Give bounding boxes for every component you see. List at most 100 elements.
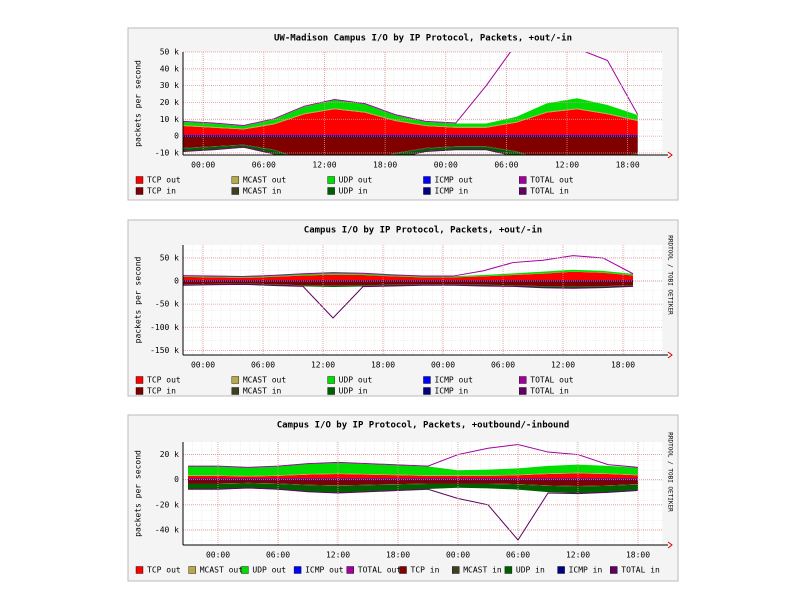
area [183, 144, 638, 155]
legend-swatch [135, 376, 144, 384]
area [183, 269, 633, 278]
legend-label: ICMP out [434, 376, 473, 385]
legend-label: UDP in [339, 187, 368, 196]
x-tick-label: 06:00 [266, 551, 290, 560]
area [183, 109, 638, 137]
legend-swatch [231, 187, 240, 195]
y-axis-label: packets per second [134, 60, 143, 147]
legend-swatch [135, 187, 144, 195]
legend-label: TOTAL out [530, 376, 574, 385]
legend-swatch [135, 566, 144, 574]
legend-swatch [423, 376, 431, 384]
x-tick-label: 18:00 [616, 161, 640, 170]
legend-label: UDP in [339, 387, 368, 396]
x-tick-label: 18:00 [373, 161, 397, 170]
x-tick-label: 00:00 [446, 551, 470, 560]
legend-swatch [231, 176, 240, 184]
chart-title: Campus I/O by IP Protocol, Packets, +out… [304, 225, 542, 236]
legend-label: ICMP out [305, 566, 344, 575]
legend-label: TOTAL in [530, 387, 569, 396]
y-tick-label: -50 k [155, 300, 179, 309]
legend-label: UDP out [339, 376, 373, 385]
legend-label: MCAST out [243, 176, 287, 185]
y-tick-label: 20 k [160, 450, 179, 459]
x-tick-label: 18:00 [386, 551, 410, 560]
legend-label: MCAST in [243, 187, 282, 196]
legend-label: MCAST out [200, 566, 244, 575]
y-tick-label: -40 k [155, 525, 179, 534]
legend-swatch [231, 376, 240, 384]
area [183, 283, 633, 287]
x-tick-label: 00:00 [431, 361, 455, 370]
legend-label: TOTAL out [530, 176, 574, 185]
legend-swatch [519, 376, 527, 384]
legend-swatch [519, 187, 527, 195]
legend-label: TCP in [411, 566, 440, 575]
y-tick-label: 50 k [160, 48, 179, 57]
x-tick-label: 00:00 [434, 161, 458, 170]
y-tick-label: 0 [174, 475, 179, 484]
minor-grid [183, 245, 663, 355]
legend-swatch [135, 176, 144, 184]
x-tick-label: 18:00 [371, 361, 395, 370]
x-tick-label: 00:00 [191, 161, 215, 170]
area [183, 98, 638, 129]
legend-label: TOTAL in [530, 187, 569, 196]
y-tick-label: 40 k [160, 64, 179, 73]
legend-swatch [135, 387, 144, 395]
legend-swatch [519, 176, 527, 184]
area [183, 271, 633, 278]
legend-label: TCP out [147, 176, 181, 185]
line [183, 52, 639, 127]
area [183, 271, 633, 282]
y-axis-label: packets per second [134, 256, 143, 343]
legend-swatch [557, 566, 565, 574]
x-tick-label: 06:00 [494, 161, 518, 170]
legend-swatch [423, 176, 431, 184]
line [188, 487, 639, 541]
legend-label: UDP in [516, 566, 545, 575]
area [183, 136, 638, 155]
legend-label: ICMP out [434, 176, 473, 185]
legend-label: TOTAL in [621, 566, 660, 575]
y-tick-label: -150 k [150, 346, 179, 355]
watermark: RRDTOOL / TOBI OETIKER [667, 432, 674, 512]
legend-swatch [423, 387, 431, 395]
y-tick-label: 30 k [160, 81, 179, 90]
legend-label: MCAST out [243, 376, 287, 385]
y-tick-label: 20 k [160, 98, 179, 107]
x-tick-label: 12:00 [311, 361, 335, 370]
y-tick-label: -100 k [150, 323, 179, 332]
x-tick-label: 18:00 [611, 361, 635, 370]
x-tick-label: 06:00 [252, 161, 276, 170]
legend-label: MCAST in [243, 387, 282, 396]
legend-label: ICMP in [434, 387, 468, 396]
legend-swatch [504, 566, 513, 574]
legend-label: ICMP in [569, 566, 603, 575]
legend-label: MCAST in [463, 566, 502, 575]
axis-arrow [667, 151, 673, 159]
legend-label: ICMP in [434, 187, 468, 196]
legend-swatch [423, 187, 431, 195]
line [183, 283, 634, 319]
y-tick-label: 50 k [160, 253, 179, 262]
line [188, 444, 639, 468]
x-tick-label: 12:00 [566, 551, 590, 560]
y-tick-label: 0 [174, 132, 179, 141]
chart-title: UW-Madison Campus I/O by IP Protocol, Pa… [274, 33, 572, 44]
area [183, 281, 633, 287]
legend-swatch [327, 187, 335, 195]
plot [183, 52, 639, 155]
legend-label: UDP out [339, 176, 373, 185]
legend-swatch [327, 387, 335, 395]
legend-swatch [327, 376, 335, 384]
legend-label: TCP in [147, 187, 176, 196]
x-tick-label: 00:00 [206, 551, 230, 560]
legend-swatch [231, 387, 240, 395]
x-tick-label: 06:00 [506, 551, 530, 560]
legend-swatch [452, 566, 460, 574]
legend-swatch [399, 566, 407, 574]
y-axis-label: packets per second [134, 450, 143, 537]
legend-label: TOTAL out [358, 566, 402, 575]
